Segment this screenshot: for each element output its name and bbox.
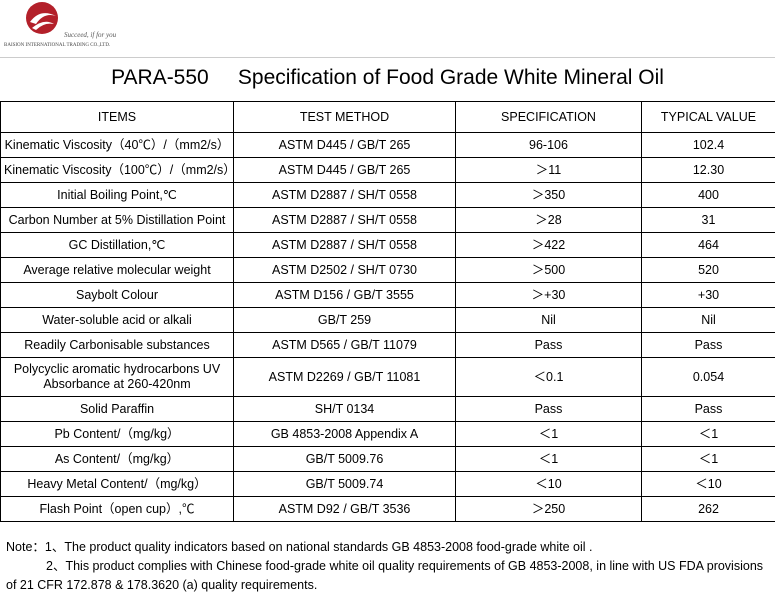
spec-table: ITEMS TEST METHOD SPECIFICATION TYPICAL VAL… <box>0 101 775 522</box>
table-cell: GB/T 5009.76 <box>233 446 456 472</box>
table-cell: Pass <box>641 396 775 422</box>
table-cell: ASTM D2887 / SH/T 0558 <box>233 182 456 208</box>
table-cell: Nil <box>455 307 642 333</box>
table-row: Polycyclic aromatic hydrocarbons UV Abso… <box>0 357 775 397</box>
table-cell: ＞250 <box>455 496 642 522</box>
table-cell: 0.054 <box>641 357 775 397</box>
table-row: Readily Carbonisable substances ASTM D565… <box>0 332 775 358</box>
tagline: Succeed, if for you <box>64 31 117 39</box>
table-cell: GB/T 259 <box>233 307 456 333</box>
table-cell: ASTM D445 / GB/T 265 <box>233 132 456 158</box>
table-cell: 464 <box>641 232 775 258</box>
table-cell: ＜1 <box>455 421 642 447</box>
table-cell: ASTM D2887 / SH/T 0558 <box>233 232 456 258</box>
table-cell: ASTM D2887 / SH/T 0558 <box>233 207 456 233</box>
table-cell: ASTM D92 / GB/T 3536 <box>233 496 456 522</box>
table-cell: Pass <box>641 332 775 358</box>
table-cell: Readily Carbonisable substances <box>0 332 234 358</box>
table-cell: Solid Paraffin <box>0 396 234 422</box>
table-cell: ASTM D156 / GB/T 3555 <box>233 282 456 308</box>
table-cell: Water-soluble acid or alkali <box>0 307 234 333</box>
table-cell: ＜1 <box>641 446 775 472</box>
table-cell: ＞28 <box>455 207 642 233</box>
column-header: TEST METHOD <box>233 101 456 133</box>
table-cell: 102.4 <box>641 132 775 158</box>
table-cell: Polycyclic aromatic hydrocarbons UV Abso… <box>0 357 234 397</box>
table-cell: ASTM D565 / GB/T 11079 <box>233 332 456 358</box>
table-cell: ASTM D445 / GB/T 265 <box>233 157 456 183</box>
table-cell: Saybolt Colour <box>0 282 234 308</box>
table-cell: ＜10 <box>641 471 775 497</box>
table-cell: Carbon Number at 5% Distillation Point <box>0 207 234 233</box>
table-cell: ＜10 <box>455 471 642 497</box>
table-cell: Pass <box>455 396 642 422</box>
company: BAISION INTERNATIONAL TRADING CO.,LTD. <box>4 43 111 48</box>
table-cell: Flash Point（open cup）,℃ <box>0 496 234 522</box>
table-row: GC Distillation,℃ ASTM D2887 / SH/T 0558 ＞… <box>0 232 775 258</box>
table-cell: ＞+30 <box>455 282 642 308</box>
table-row: Flash Point（open cup）,℃ ASTM D92 / GB/T 3… <box>0 496 775 522</box>
table-cell: 31 <box>641 207 775 233</box>
table-cell: ＜1 <box>455 446 642 472</box>
table-row: Carbon Number at 5% Distillation Point AS… <box>0 207 775 233</box>
table-cell: +30 <box>641 282 775 308</box>
table-cell: ＞11 <box>455 157 642 183</box>
title: PARA-550 Specification of Food Grade Whi… <box>111 66 664 89</box>
table-cell: Average relative molecular weight <box>0 257 234 283</box>
table-cell: Pass <box>455 332 642 358</box>
table-cell: GB/T 5009.74 <box>233 471 456 497</box>
table-cell: 520 <box>641 257 775 283</box>
table-row: Average relative molecular weight ASTM D2… <box>0 257 775 283</box>
table-cell: Pb Content/（mg/kg） <box>0 421 234 447</box>
table-cell: 262 <box>641 496 775 522</box>
divider <box>0 57 775 58</box>
table-row: Saybolt Colour ASTM D156 / GB/T 3555 ＞+30 +… <box>0 282 775 308</box>
table-cell: 400 <box>641 182 775 208</box>
table-cell: ＞500 <box>455 257 642 283</box>
column-header: ITEMS <box>0 101 234 133</box>
table-row: Water-soluble acid or alkali GB/T 259 Nil N… <box>0 307 775 333</box>
table-cell: ASTM D2269 / GB/T 11081 <box>233 357 456 397</box>
table-row: Pb Content/（mg/kg） GB 4853-2008 Appendix … <box>0 421 775 447</box>
table-cell: ＞350 <box>455 182 642 208</box>
table-row: Kinematic Viscosity（40℃）/（mm2/s） ASTM D44… <box>0 132 775 158</box>
table-row: Initial Boiling Point,℃ ASTM D2887 / SH/T… <box>0 182 775 208</box>
note: 2、This product complies with Chinese foo… <box>6 559 764 592</box>
column-header: SPECIFICATION <box>455 101 642 133</box>
table-cell: Nil <box>641 307 775 333</box>
table-row: As Content/（mg/kg） GB/T 5009.76 ＜1 ＜1 <box>0 446 775 472</box>
table-row: Solid Paraffin SH/T 0134 Pass Pass <box>0 396 775 422</box>
table-cell: Kinematic Viscosity（100℃）/（mm2/s） <box>0 157 236 183</box>
table-cell: Kinematic Viscosity（40℃）/（mm2/s） <box>0 132 234 158</box>
table-cell: As Content/（mg/kg） <box>0 446 234 472</box>
table-cell: ASTM D2502 / SH/T 0730 <box>233 257 456 283</box>
table-cell: Initial Boiling Point,℃ <box>0 182 234 208</box>
table-cell: Heavy Metal Content/（mg/kg） <box>0 471 234 497</box>
table-cell: 12.30 <box>641 157 775 183</box>
note: Note：1、The product quality indicators ba… <box>6 540 593 554</box>
table-cell: ＜0.1 <box>455 357 642 397</box>
table-cell: SH/T 0134 <box>233 396 456 422</box>
column-header: TYPICAL VALUE <box>641 101 775 133</box>
table-cell: ＞422 <box>455 232 642 258</box>
table-cell: GB 4853-2008 Appendix A <box>233 421 456 447</box>
table-row: Kinematic Viscosity（100℃）/（mm2/s） ASTM D4… <box>0 157 775 183</box>
table-cell: 96-106 <box>455 132 642 158</box>
header-row: ITEMS TEST METHOD SPECIFICATION TYPICAL VAL… <box>0 101 775 133</box>
logo <box>26 2 58 34</box>
table-cell: GC Distillation,℃ <box>0 232 234 258</box>
notes: Note：1、The product quality indicators ba… <box>6 538 771 595</box>
table-cell: ＜1 <box>641 421 775 447</box>
table-row: Heavy Metal Content/（mg/kg） GB/T 5009.74 ＜… <box>0 471 775 497</box>
